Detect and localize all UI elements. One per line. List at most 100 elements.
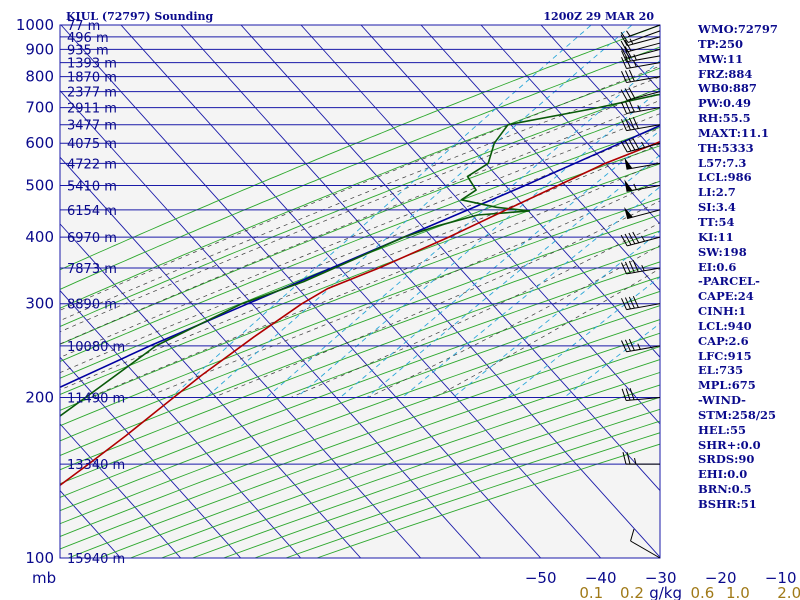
temperature-tick-label: −40 bbox=[585, 569, 617, 587]
wind-barb bbox=[621, 49, 661, 63]
mixing-ratio-label: 0.6 bbox=[690, 584, 714, 600]
pressure-tick-label: 400 bbox=[25, 228, 54, 246]
parcel-trace-line bbox=[60, 124, 660, 389]
wind-barb bbox=[624, 157, 661, 170]
stability-index-line: BSHR:51 bbox=[698, 497, 757, 511]
wind-barb bbox=[621, 117, 661, 132]
height-label: 7873 m bbox=[67, 262, 117, 277]
stability-index-line: KI:11 bbox=[698, 229, 734, 244]
temperature-tick-label: −30 bbox=[645, 569, 677, 587]
dry-adiabat-line bbox=[60, 67, 660, 309]
temperature-line bbox=[60, 140, 660, 487]
stability-index-line: SHR+:0.0 bbox=[698, 437, 761, 452]
wind-barb bbox=[620, 87, 661, 101]
isotherm-line bbox=[480, 25, 660, 225]
height-label: 496 m bbox=[67, 31, 109, 46]
moist-adiabat-line bbox=[60, 76, 660, 322]
dry-adiabat-line bbox=[60, 107, 660, 345]
mixing-ratio-label: 0.1 bbox=[579, 584, 603, 600]
height-label: 1870 m bbox=[67, 71, 117, 86]
sounding-profiles bbox=[60, 93, 660, 487]
stability-index-line: TP:250 bbox=[698, 36, 744, 51]
stability-index-line: SW:198 bbox=[698, 244, 747, 259]
isotherm-line bbox=[540, 25, 660, 158]
pressure-tick-label: 500 bbox=[25, 176, 54, 194]
moist-adiabat-line bbox=[290, 222, 660, 398]
moist-adiabat-line bbox=[367, 245, 660, 398]
isotherm-line bbox=[240, 25, 660, 492]
moist-adiabat-line bbox=[60, 127, 660, 374]
dry-adiabat-line bbox=[60, 163, 660, 396]
wind-barbs bbox=[620, 24, 661, 559]
stability-index-line: BRN:0.5 bbox=[698, 482, 752, 497]
moist-adiabat-line bbox=[145, 180, 660, 398]
dry-adiabat-line bbox=[60, 261, 660, 485]
isotherm-line bbox=[60, 223, 362, 558]
wind-barb bbox=[621, 100, 661, 114]
stability-index-line: WMO:72797 bbox=[698, 22, 778, 36]
height-label: 2911 m bbox=[67, 102, 117, 117]
pressure-unit-label: mb bbox=[32, 569, 56, 587]
stability-index-line: CAP:2.6 bbox=[698, 333, 749, 348]
stability-index-line: -WIND- bbox=[698, 393, 746, 408]
dry-adiabat-line bbox=[60, 197, 660, 427]
wind-barb bbox=[626, 24, 661, 38]
stability-index-line: SI:3.4 bbox=[698, 200, 736, 215]
dry-adiabat-line bbox=[60, 319, 660, 537]
wind-barb bbox=[621, 69, 661, 84]
stability-index-line: EHI:0.0 bbox=[698, 467, 748, 482]
pressure-tick-label: 300 bbox=[25, 295, 54, 313]
wind-barb bbox=[622, 452, 660, 465]
mixing-ratio-label: 1.0 bbox=[726, 584, 750, 600]
height-label: 10080 m bbox=[67, 340, 125, 355]
stability-index-line: LI:2.7 bbox=[698, 185, 736, 200]
wind-barb bbox=[624, 179, 661, 192]
stability-index-line: CAPE:24 bbox=[698, 289, 754, 304]
wind-barb bbox=[621, 296, 661, 311]
wind-barb bbox=[620, 46, 661, 59]
wind-barb bbox=[620, 39, 661, 53]
mixing-ratio-line bbox=[401, 186, 660, 398]
height-label: 4075 m bbox=[67, 137, 117, 152]
stability-index-line: RH:55.5 bbox=[698, 111, 751, 126]
stability-index-line: TH:5333 bbox=[698, 140, 754, 155]
isotherm-line bbox=[60, 289, 302, 558]
wind-barb bbox=[621, 387, 661, 402]
isotherm-line bbox=[300, 25, 660, 425]
height-label: 4722 m bbox=[67, 157, 117, 172]
stability-index-line: LCL:940 bbox=[698, 318, 752, 333]
stability-index-line: MW:11 bbox=[698, 51, 744, 66]
stability-index-line: SRDS:90 bbox=[698, 452, 755, 467]
stability-index-line: LCL:986 bbox=[698, 170, 752, 185]
height-label: 6154 m bbox=[67, 204, 117, 219]
mixing-ratio-label: 2.0 bbox=[777, 584, 800, 600]
temperature-tick-label: −50 bbox=[525, 569, 557, 587]
stability-index-line: PW:0.49 bbox=[698, 96, 752, 111]
isotherm-line bbox=[60, 156, 422, 558]
height-label: 3477 m bbox=[67, 119, 117, 134]
isotherm-line bbox=[360, 25, 660, 358]
stability-index-line: LFC:915 bbox=[698, 348, 752, 363]
dry-adiabat-line bbox=[60, 87, 660, 328]
dry-adiabat-line bbox=[60, 25, 660, 271]
mixing-ratio-line bbox=[170, 25, 592, 398]
stability-index-line: -PARCEL- bbox=[698, 274, 760, 289]
isotherm-line bbox=[60, 423, 182, 558]
wind-barb bbox=[620, 137, 661, 153]
plot-frame bbox=[59, 24, 661, 559]
stability-index-panel: WMO:72797 TP:250 MW:11 FRZ:884 WB0:887 PW:0.4… bbox=[698, 22, 798, 512]
pressure-tick-label: 700 bbox=[25, 99, 54, 117]
pressure-tick-label: 100 bbox=[25, 549, 54, 567]
plot-background bbox=[60, 25, 660, 558]
height-label: 1393 m bbox=[67, 57, 117, 72]
isotherm-line bbox=[420, 25, 660, 292]
height-label: 6970 m bbox=[67, 231, 117, 246]
wind-barb bbox=[630, 528, 661, 559]
axis-labels: 1000 900 800 700 600 500 400 300 200 100 −50 −40 −30… bbox=[16, 16, 800, 600]
moist-adiabat-line bbox=[213, 200, 660, 398]
pressure-tick-label: 900 bbox=[25, 40, 54, 58]
pressure-tick-label: 800 bbox=[25, 68, 54, 86]
isotherm-line bbox=[60, 25, 542, 558]
wind-barb bbox=[620, 34, 661, 47]
stability-index-line: L57:7.3 bbox=[698, 155, 747, 170]
